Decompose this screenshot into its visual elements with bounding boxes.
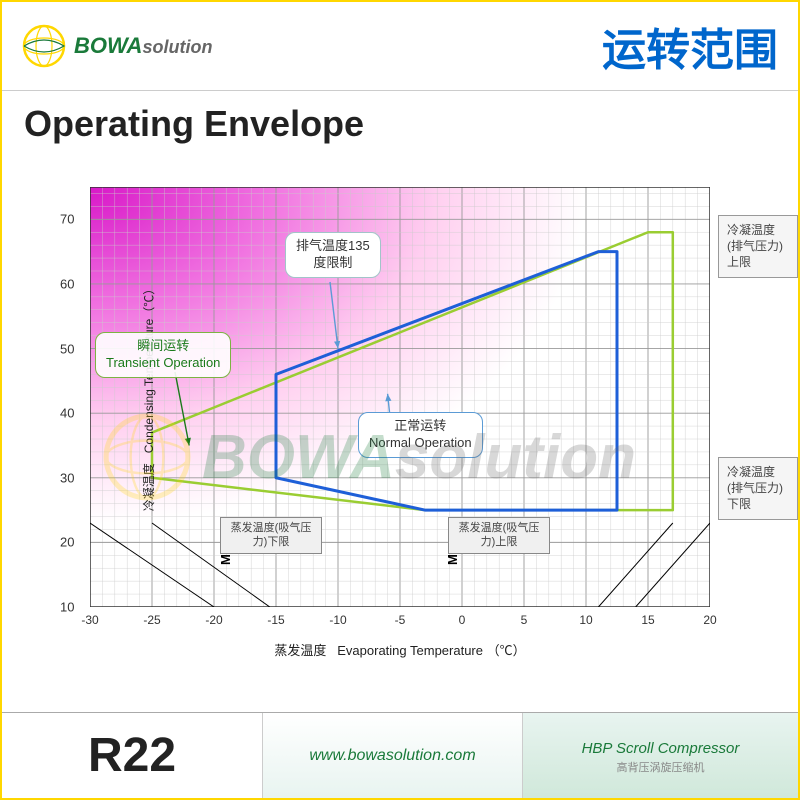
y-tick: 50 xyxy=(60,341,74,356)
logo: BOWAsolution xyxy=(22,24,212,68)
y-tick: 20 xyxy=(60,535,74,550)
refrigerant-label: R22 xyxy=(2,713,262,798)
callout-normal: 正常运转 Normal Operation xyxy=(358,412,483,458)
y-axis-label-cn: 冷凝温度 xyxy=(142,463,156,511)
sidebox-lower: 冷凝温度(排气压力)下限 xyxy=(718,457,798,520)
callout-normal-cn: 正常运转 xyxy=(369,418,472,435)
y-axis-label: 冷凝温度 Condensing Temperature（℃） xyxy=(140,283,157,512)
x-tick: 20 xyxy=(703,613,716,627)
product-cn: 高背压涡旋压缩机 xyxy=(617,759,705,775)
y-tick: 60 xyxy=(60,276,74,291)
callout-transient-cn: 瞬间运转 xyxy=(106,338,220,355)
x-tick: 10 xyxy=(579,613,592,627)
globe-icon xyxy=(22,24,66,68)
chart-svg xyxy=(90,187,710,607)
max-label: 蒸发温度(吸气压力)上限 xyxy=(448,517,550,554)
callout-discharge: 排气温度135 度限制 xyxy=(285,232,381,278)
website-label: www.bowasolution.com xyxy=(262,713,522,798)
callout-discharge-cn: 排气温度135 xyxy=(296,238,370,255)
product-box: HBP Scroll Compressor 高背压涡旋压缩机 xyxy=(522,713,798,798)
callout-transient-en: Transient Operation xyxy=(106,355,220,372)
sidebox-upper: 冷凝温度(排气压力)上限 xyxy=(718,215,798,278)
title-chinese: 运转范围 xyxy=(602,14,778,78)
product-en: HBP Scroll Compressor xyxy=(582,740,740,757)
x-tick: -15 xyxy=(267,613,284,627)
callout-discharge-cn2: 度限制 xyxy=(296,255,370,272)
y-tick: 30 xyxy=(60,470,74,485)
header: BOWAsolution 运转范围 xyxy=(2,2,798,91)
x-tick: -20 xyxy=(205,613,222,627)
envelope-chart: -30-25-20-15-10-505101520 10203040506070… xyxy=(90,187,710,607)
logo-sub: solution xyxy=(142,37,212,57)
x-tick: 15 xyxy=(641,613,654,627)
y-tick: 40 xyxy=(60,406,74,421)
logo-text: BOWAsolution xyxy=(74,33,212,59)
footer: R22 www.bowasolution.com HBP Scroll Comp… xyxy=(2,712,798,798)
x-tick: -5 xyxy=(395,613,406,627)
logo-main: BOWA xyxy=(74,33,142,58)
x-axis-label: 蒸发温度 Evaporating Temperature （℃） xyxy=(274,640,525,659)
x-tick: -30 xyxy=(81,613,98,627)
min-label: 蒸发温度(吸气压力)下限 xyxy=(220,517,322,554)
x-tick: 0 xyxy=(459,613,466,627)
y-tick: 10 xyxy=(60,600,74,615)
callout-transient: 瞬间运转 Transient Operation xyxy=(95,332,231,378)
x-axis-label-en: Evaporating Temperature （℃） xyxy=(337,643,525,658)
x-axis-label-cn: 蒸发温度 xyxy=(274,643,326,658)
callout-normal-en: Normal Operation xyxy=(369,435,472,452)
x-tick: 5 xyxy=(521,613,528,627)
x-tick: -25 xyxy=(143,613,160,627)
x-tick: -10 xyxy=(329,613,346,627)
y-tick: 70 xyxy=(60,212,74,227)
page-title: Operating Envelope xyxy=(2,91,798,157)
